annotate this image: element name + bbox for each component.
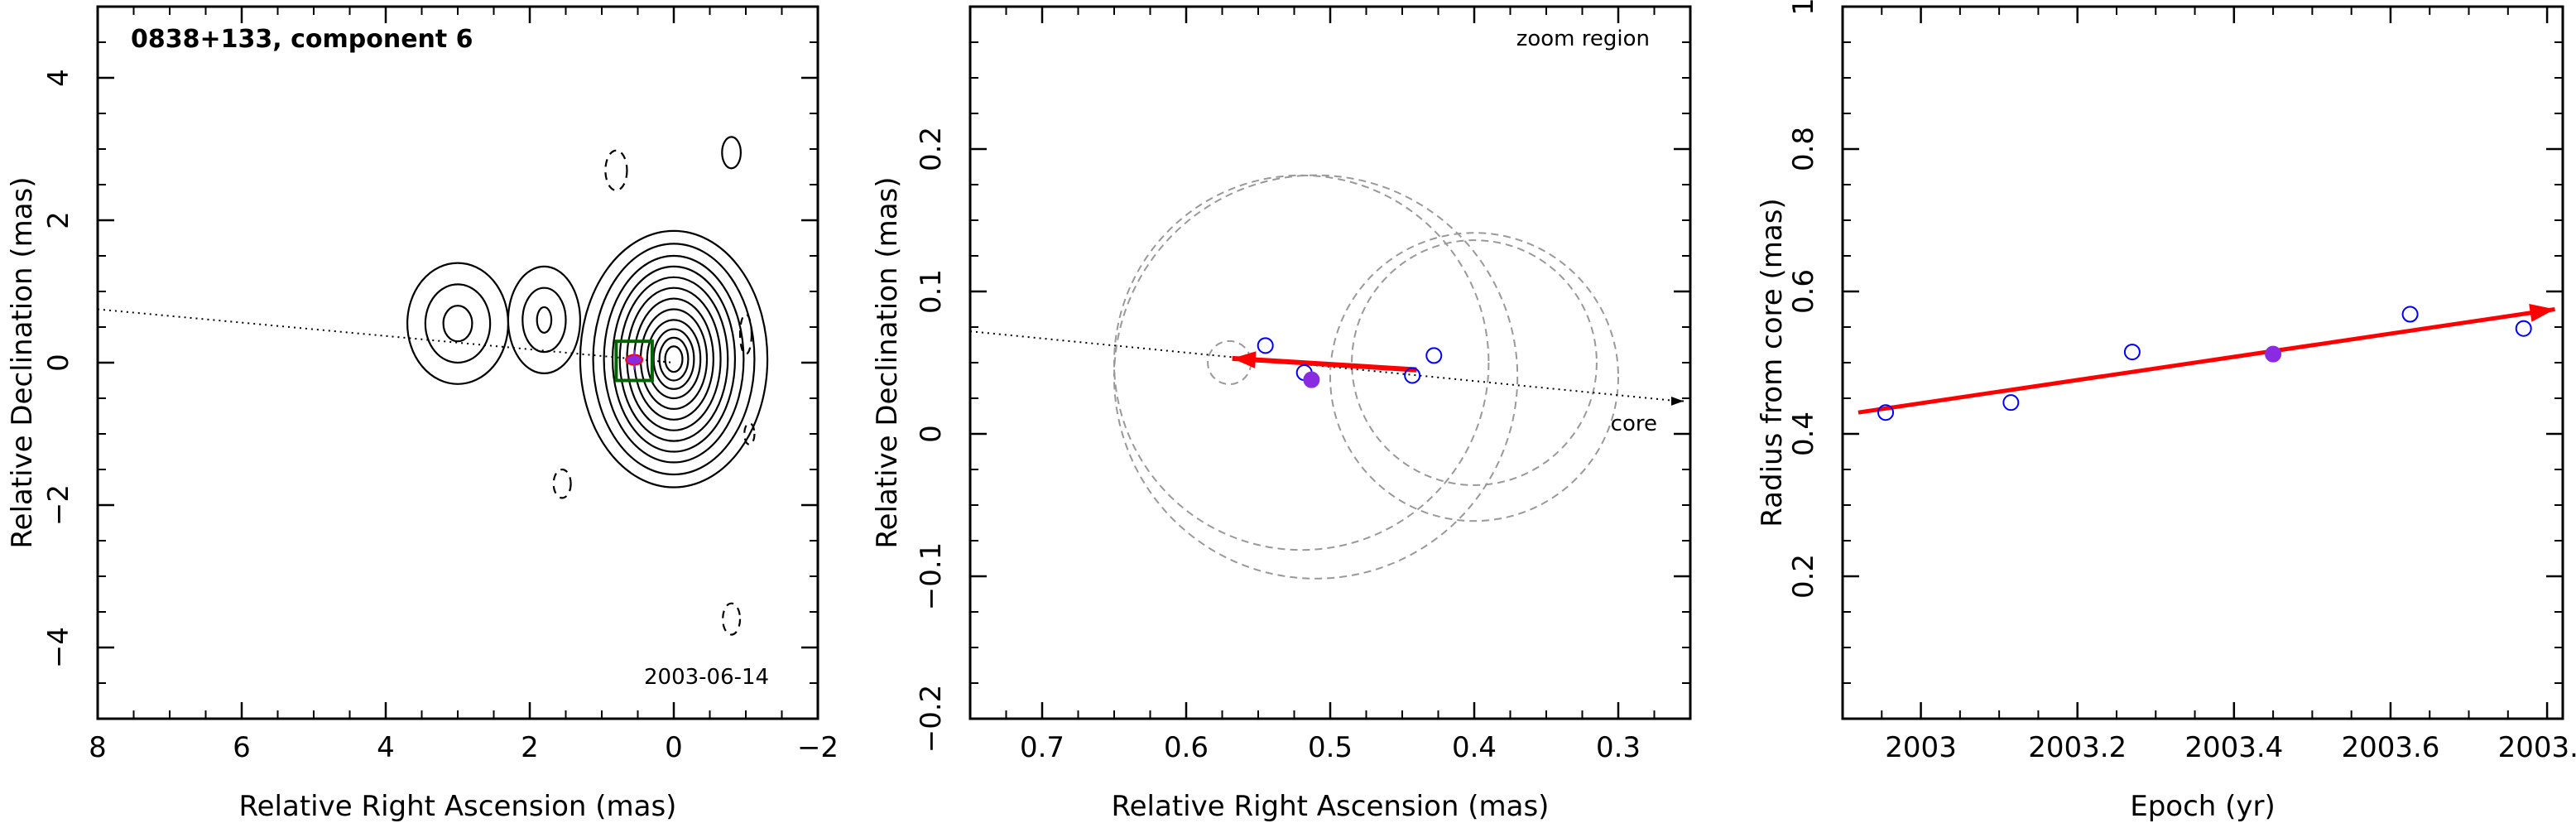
axis-ticks [1842,5,2563,720]
radius-point [2515,320,2532,337]
panel-zoom-region: zoom region core Relative Right Ascensio… [871,5,1692,823]
axis-ticks [969,6,1690,720]
x-tick-label: 2 [521,731,539,764]
y-axis-label: Relative Declination (mas) [6,176,39,548]
core-direction-arrow-head [1670,396,1684,406]
knot-contour [521,286,567,354]
y-tick-label: 0.1 [915,269,948,314]
radius-point [2002,394,2020,412]
observation-date: 2003-06-14 [644,665,769,690]
y-axis-label: Radius from core (mas) [1756,198,1789,527]
x-tick-label: 0.3 [1596,731,1641,764]
epoch-position-point [1404,367,1421,384]
x-tick-label: 8 [89,731,107,764]
jet-direction-line [98,308,675,363]
zoom-region-label: zoom region [1516,26,1650,51]
axis-ticks [96,6,819,720]
x-tick-label: 0.5 [1308,731,1353,764]
negative-contour [738,313,753,355]
negative-contour [743,422,756,446]
y-tick-label: 0.2 [915,127,948,171]
peak-contour [603,254,745,464]
peak-contour [664,345,684,373]
knot-contour [406,262,510,385]
x-tick-label: 2003.4 [2184,731,2283,764]
radius-point [2401,306,2419,323]
peak-contour [611,265,737,453]
peak-contour [618,276,729,442]
positive-contour [721,136,743,170]
y-tick-label: 0.2 [1787,554,1820,599]
negative-contour [722,602,742,636]
panel-contour-map: 0838+133, component 6 2003-06-14 Relativ… [6,5,839,823]
y-tick-label: 0.8 [1787,127,1820,171]
peak-contour [633,297,714,421]
tick-labels: 2003 2003.2 2003.4 2003.6 2003.8 0.2 0.4 0.6 0.8… [1787,0,2576,764]
y-tick-label: 0 [915,425,948,443]
x-tick-label: 2003.8 [2498,731,2576,764]
y-tick-label: −0.1 [915,542,948,611]
x-tick-label: 0.7 [1020,731,1065,764]
x-tick-label: −2 [797,731,839,764]
knot-contour [507,265,582,374]
x-tick-label: 2003.2 [2028,731,2127,764]
y-tick-label: 0.6 [1787,269,1820,314]
x-tick-label: 2003.6 [2341,731,2439,764]
y-tick-label: −4 [42,627,75,668]
negative-contour [552,468,572,499]
core-label: core [1611,412,1657,436]
knot-contour [536,306,553,334]
x-tick-label: 0 [665,731,683,764]
y-axis-label: Relative Declination (mas) [871,176,904,548]
zoom-box [614,339,654,383]
current-epoch-point [2265,345,2282,363]
panel-radius-vs-epoch: Epoch (yr) Radius from core (mas) 2003 20… [1756,0,2576,823]
x-tick-label: 0.6 [1164,731,1209,764]
y-tick-label: −2 [42,484,75,526]
tick-labels: 8 6 4 2 0 −2 −4 −2 0 2 4 [42,69,839,764]
map-content [98,136,769,636]
x-tick-label: 0.4 [1452,731,1497,764]
peak-contour [646,319,702,400]
tick-labels: 0.7 0.6 0.5 0.4 0.3 −0.2 −0.1 0 0.1 0.2 [915,127,1641,764]
epoch-position-point [1425,347,1443,364]
current-epoch-point [1303,371,1320,388]
knot-contour [424,283,492,364]
fit-arrow-head [2529,304,2555,322]
y-tick-label: 1 [1787,0,1820,16]
epoch-position-point [1257,337,1274,354]
zoom-content [970,174,1684,580]
y-tick-label: 2 [42,211,75,229]
x-axis-label: Relative Right Ascension (mas) [239,790,677,823]
y-tick-label: 0.4 [1787,412,1820,456]
radius-point [1877,404,1895,421]
trajectory-arrow-shaft [1232,355,1417,373]
fit-arrow-shaft [1858,307,2555,415]
knot-contour [442,305,473,343]
map-title: 0838+133, component 6 [131,25,473,54]
trajectory-arrow-head [1232,351,1257,368]
component-size-circle [1351,239,1598,486]
y-tick-label: 4 [42,69,75,87]
x-tick-label: 6 [233,731,251,764]
x-tick-label: 2003 [1885,731,1957,764]
peak-contour [658,336,690,382]
peak-contour [579,229,769,489]
x-axis-label: Relative Right Ascension (mas) [1112,790,1550,823]
y-tick-label: −0.2 [915,685,948,753]
radius-content [1858,304,2555,421]
peak-contour [592,243,756,476]
x-tick-label: 4 [377,731,395,764]
negative-contour [604,149,628,191]
component-size-circle [1113,174,1519,580]
y-tick-label: 0 [42,354,75,372]
x-axis-label: Epoch (yr) [2130,790,2276,823]
component-size-circle [1329,232,1619,522]
radius-point [2123,344,2141,361]
